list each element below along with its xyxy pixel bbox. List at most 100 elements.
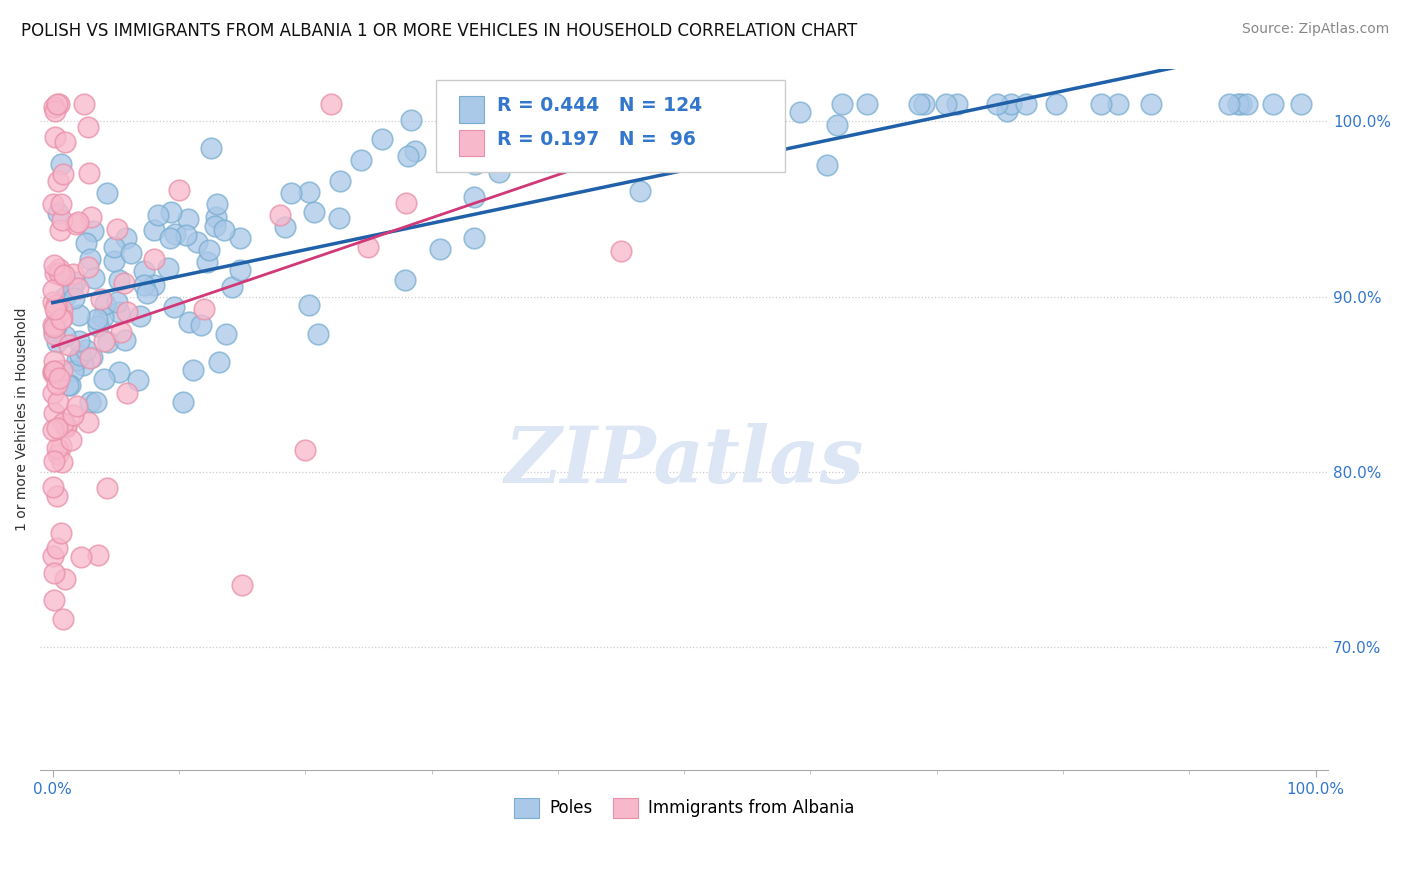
Point [1015,96,1038,111]
Point [174,227,197,242]
Point [463,189,485,203]
Point [86,312,108,326]
Point [94,296,117,310]
Point [77,166,100,180]
Point [51,363,73,377]
Point [46,541,69,555]
Point [52,167,75,181]
Point [51,455,73,469]
Point [77,260,100,274]
Point [46,421,69,435]
Point [610,116,633,130]
Point [77,120,100,134]
Point [44,103,66,118]
Point [66,399,89,413]
Point [789,104,811,119]
Point [464,157,486,171]
Point [197,255,219,269]
Point [142,252,165,266]
Point [83,270,105,285]
Point [208,355,231,369]
Point [165,227,187,242]
Point [855,96,877,111]
Point [143,223,166,237]
Point [120,246,142,260]
Point [97,334,120,349]
Point [42,318,65,332]
Point [319,96,342,111]
Point [52,416,75,430]
Legend: Poles, Immigrants from Albania: Poles, Immigrants from Albania [508,791,860,825]
Point [51,311,73,326]
Text: ZIPatlas: ZIPatlas [505,423,863,500]
Point [65,275,87,289]
Point [49,268,72,283]
Point [105,295,128,310]
Point [66,281,89,295]
Point [329,174,352,188]
Point [48,262,70,277]
Point [42,423,65,437]
Point [42,566,65,580]
Point [62,291,84,305]
Y-axis label: 1 or more Vehicles in Household: 1 or more Vehicles in Household [15,308,30,531]
Point [394,272,416,286]
Point [1230,96,1253,111]
Point [53,573,76,587]
Point [112,277,135,291]
Point [87,319,110,334]
Point [1090,96,1112,111]
Point [46,334,69,349]
Point [51,439,73,453]
Point [357,240,380,254]
Point [935,96,957,111]
Point [488,165,510,179]
FancyBboxPatch shape [458,95,485,122]
Point [302,205,325,219]
Point [79,252,101,266]
Point [197,243,219,257]
Text: R = 0.444   N = 124: R = 0.444 N = 124 [498,96,703,115]
Point [108,365,131,379]
Point [49,525,72,540]
Point [294,443,316,458]
Point [212,223,235,237]
Point [44,129,66,144]
Point [229,263,252,277]
Point [215,327,238,342]
Point [1139,96,1161,111]
Point [205,211,228,225]
Point [103,254,125,268]
Point [42,363,65,377]
Point [177,314,200,328]
Point [42,593,65,607]
Point [148,208,170,222]
Point [62,267,84,281]
Point [42,386,65,401]
Text: R = 0.197   N =  96: R = 0.197 N = 96 [498,130,696,149]
Point [44,406,66,420]
Point [58,378,80,392]
Point [231,578,253,592]
Point [82,224,104,238]
Point [67,309,90,323]
Point [87,549,110,563]
Point [350,153,373,167]
Point [67,334,90,348]
Point [91,310,114,324]
Point [45,307,67,321]
Point [159,205,181,219]
Point [190,318,212,332]
Point [110,326,132,340]
Point [135,285,157,300]
Point [298,185,321,199]
Point [103,240,125,254]
Point [53,329,76,343]
Point [48,96,70,111]
Point [1261,96,1284,111]
Point [46,447,69,461]
Point [79,351,101,365]
Point [697,96,720,111]
Point [51,311,73,326]
Point [105,221,128,235]
